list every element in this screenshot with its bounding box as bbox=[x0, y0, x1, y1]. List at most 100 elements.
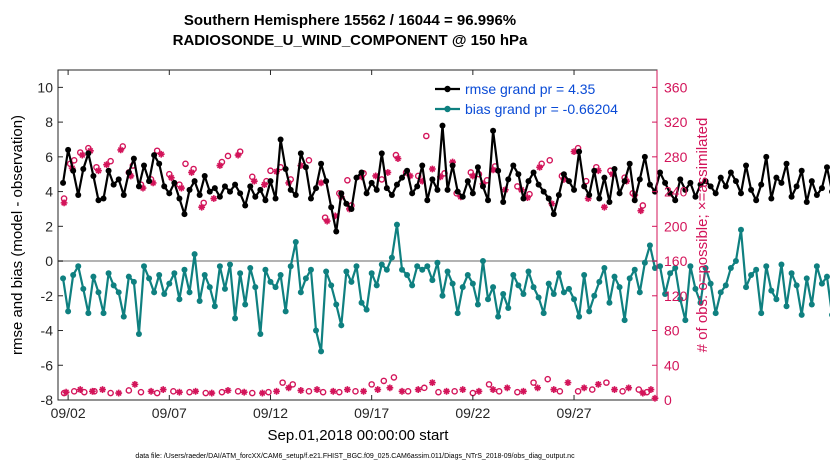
bias-point bbox=[211, 303, 218, 310]
rmse-point bbox=[100, 195, 107, 202]
rmse-point bbox=[469, 190, 476, 197]
obs-possible-marker bbox=[619, 388, 626, 395]
obs-assimilated-marker bbox=[394, 155, 402, 162]
obs-possible-marker bbox=[495, 388, 503, 395]
rmse-point bbox=[490, 127, 497, 134]
bias-point bbox=[768, 287, 775, 294]
obs-possible-marker bbox=[467, 169, 475, 176]
bias-point bbox=[621, 317, 628, 324]
obs-assimilated-marker bbox=[86, 147, 94, 155]
rmse-point bbox=[176, 195, 183, 202]
bias-point bbox=[459, 284, 466, 291]
y-tick-label: 2 bbox=[45, 218, 53, 234]
y-tick-label: 4 bbox=[45, 184, 53, 200]
bias-point bbox=[409, 282, 416, 289]
rmse-point bbox=[196, 192, 203, 199]
bias-point bbox=[793, 282, 800, 289]
bias-point bbox=[555, 270, 562, 277]
rmse-point bbox=[631, 197, 638, 204]
bias-point bbox=[353, 263, 360, 270]
bias-point bbox=[576, 313, 583, 320]
obs-assimilated-marker bbox=[398, 387, 406, 395]
bias-point bbox=[262, 266, 269, 273]
obs-assimilated-marker bbox=[208, 389, 216, 397]
bias-point bbox=[692, 285, 699, 292]
obs-assimilated-marker bbox=[192, 387, 200, 395]
obs-assimilated-marker bbox=[60, 199, 68, 207]
obs-possible-marker bbox=[451, 388, 458, 395]
obs-assimilated-marker bbox=[524, 194, 531, 202]
obs-assimilated-marker bbox=[520, 387, 527, 395]
bias-point bbox=[307, 266, 314, 273]
bias-point bbox=[368, 270, 375, 277]
bias-point bbox=[525, 268, 532, 275]
bias-line bbox=[61, 223, 830, 353]
obs-possible-marker bbox=[305, 157, 313, 164]
rmse-point bbox=[399, 174, 406, 181]
obs-possible-marker bbox=[93, 163, 100, 171]
obs-possible-marker bbox=[153, 389, 161, 397]
bias-point bbox=[753, 266, 760, 273]
rmse-point bbox=[323, 178, 330, 185]
rmse-point bbox=[166, 190, 173, 197]
obs-assimilated-marker bbox=[475, 387, 483, 395]
y2-tick-label: 40 bbox=[664, 357, 680, 373]
rmse-point bbox=[530, 169, 537, 176]
bias-point bbox=[60, 275, 67, 282]
bias-point bbox=[763, 263, 770, 270]
x-tick-label: 09/22 bbox=[455, 405, 490, 421]
rmse-point bbox=[60, 179, 67, 186]
bias-point bbox=[631, 266, 638, 273]
bias-point bbox=[626, 275, 633, 282]
rmse-point bbox=[393, 181, 400, 188]
bias-point bbox=[636, 289, 643, 296]
rmse-point bbox=[464, 178, 471, 185]
rmse-point bbox=[328, 204, 335, 211]
obs-assimilated-marker bbox=[329, 387, 337, 395]
bias-point bbox=[90, 273, 97, 280]
rmse-point bbox=[237, 190, 244, 197]
rmse-point bbox=[383, 185, 390, 192]
obs-assimilated-marker bbox=[384, 169, 392, 176]
plot-background bbox=[58, 70, 657, 400]
obs-possible-marker bbox=[392, 151, 400, 159]
rmse-point bbox=[586, 192, 593, 199]
rmse-point bbox=[434, 186, 441, 193]
rmse-point bbox=[550, 211, 557, 218]
bias-point bbox=[141, 263, 148, 270]
obs-possible-marker bbox=[319, 388, 327, 396]
obs-assimilated-marker bbox=[178, 184, 185, 192]
bias-point bbox=[166, 280, 173, 287]
obs-possible-marker bbox=[544, 375, 552, 383]
obs-possible-marker bbox=[635, 386, 643, 393]
obs-assimilated-marker bbox=[534, 384, 542, 392]
bias-point bbox=[257, 331, 264, 337]
y-tick-label: 0 bbox=[45, 253, 53, 269]
obs-assimilated-marker bbox=[360, 387, 367, 395]
rmse-point bbox=[783, 160, 790, 167]
rmse-point bbox=[823, 164, 830, 171]
bias-point bbox=[75, 263, 82, 270]
rmse-point bbox=[682, 186, 689, 193]
bias-point bbox=[581, 271, 588, 278]
obs-possible-marker bbox=[435, 388, 442, 396]
bias-point bbox=[571, 296, 578, 303]
obs-assimilated-marker bbox=[157, 150, 165, 158]
bias-point bbox=[788, 270, 795, 277]
rmse-point bbox=[156, 160, 163, 167]
rmse-point bbox=[272, 195, 279, 202]
bias-point bbox=[560, 289, 567, 296]
bias-point bbox=[363, 306, 370, 313]
rmse-point bbox=[232, 181, 239, 188]
rmse-point bbox=[667, 190, 674, 197]
obs-assimilated-marker bbox=[639, 389, 647, 397]
x-axis-label: Sep.01,2018 00:00:00 start bbox=[268, 427, 450, 444]
obs-possible-marker bbox=[182, 160, 189, 168]
obs-assimilated-marker bbox=[117, 146, 125, 154]
obs-possible-marker bbox=[265, 388, 272, 396]
bias-point bbox=[277, 271, 284, 278]
obs-possible-marker bbox=[137, 388, 145, 396]
rmse-point bbox=[803, 199, 810, 205]
rmse-point bbox=[135, 183, 142, 190]
bias-point bbox=[434, 259, 441, 266]
